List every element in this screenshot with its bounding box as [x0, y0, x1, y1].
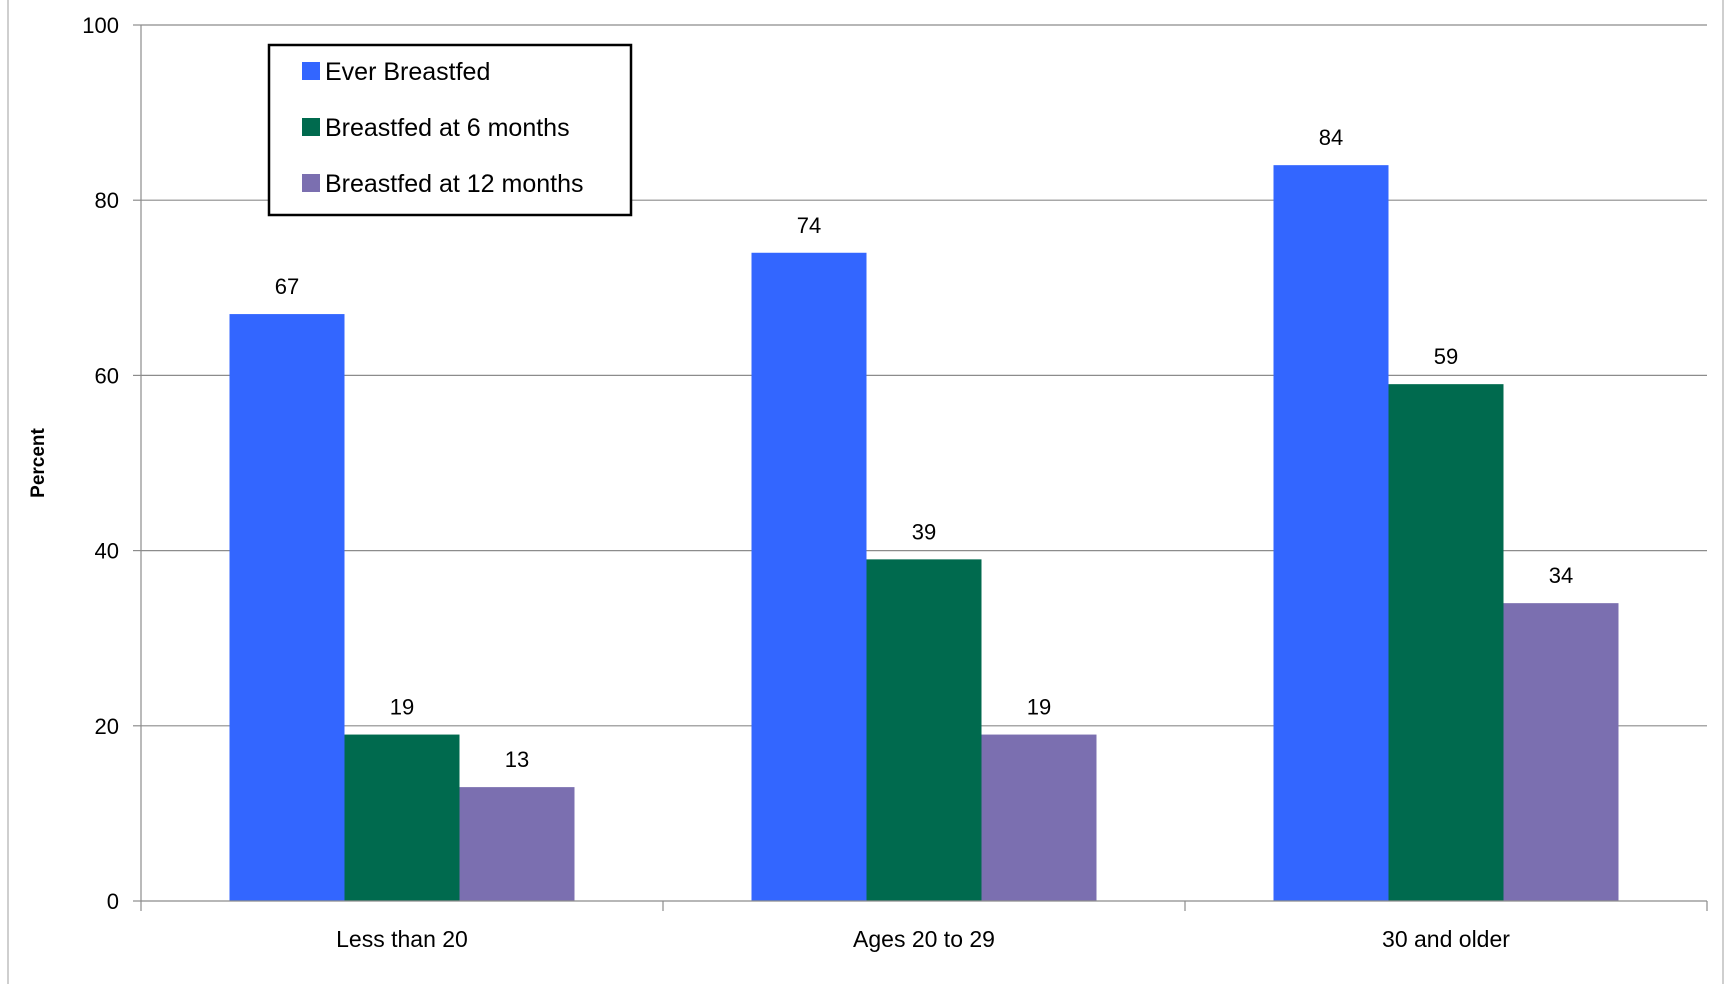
x-tick-label: Ages 20 to 29 [853, 926, 995, 952]
bar-3-2 [981, 734, 1097, 901]
axes [7, 0, 1724, 984]
data-label: 74 [797, 213, 821, 238]
data-label: 59 [1434, 344, 1458, 369]
legend-swatch-2 [302, 118, 320, 136]
x-tick-labels: Less than 20 Ages 20 to 29 30 and older [336, 926, 1510, 952]
bar-3-1 [459, 787, 575, 901]
bars [229, 165, 1619, 902]
legend-swatch-1 [302, 62, 320, 80]
y-tick-label: 0 [107, 889, 119, 914]
data-label: 84 [1319, 125, 1343, 150]
bar-3-3 [1503, 603, 1619, 901]
legend: Ever Breastfed Breastfed at 6 months Breas… [267, 43, 633, 217]
data-label: 13 [505, 747, 529, 772]
bar-1-2 [751, 252, 867, 901]
bar-2-2 [866, 559, 982, 901]
x-tick-label: 30 and older [1382, 926, 1510, 952]
y-tick-label: 100 [82, 13, 119, 38]
data-label: 67 [275, 274, 299, 299]
y-tick-label: 60 [95, 363, 119, 388]
y-tick-label: 80 [95, 188, 119, 213]
data-label: 19 [390, 695, 414, 720]
data-label: 19 [1027, 695, 1051, 720]
bar-1-3 [1273, 165, 1389, 901]
legend-label-1: Ever Breastfed [325, 58, 490, 86]
y-tick-labels: 0 20 40 60 80 100 [82, 13, 119, 914]
legend-label-2: Breastfed at 6 months [325, 114, 570, 142]
bar-2-3 [1388, 384, 1504, 901]
x-tick-label: Less than 20 [336, 926, 468, 952]
legend-box [267, 43, 633, 217]
legend-label-3: Breastfed at 12 months [325, 170, 583, 198]
data-label: 34 [1549, 563, 1573, 588]
bar-2-1 [344, 734, 460, 901]
y-tick-label: 20 [95, 714, 119, 739]
y-tick-label: 40 [95, 539, 119, 564]
data-label: 39 [912, 519, 936, 544]
data-labels: 67 19 13 74 39 19 84 59 34 [275, 125, 1573, 772]
legend-swatch-3 [302, 174, 320, 192]
y-axis-title: Percent [28, 427, 49, 497]
bar-1-1 [229, 314, 345, 902]
